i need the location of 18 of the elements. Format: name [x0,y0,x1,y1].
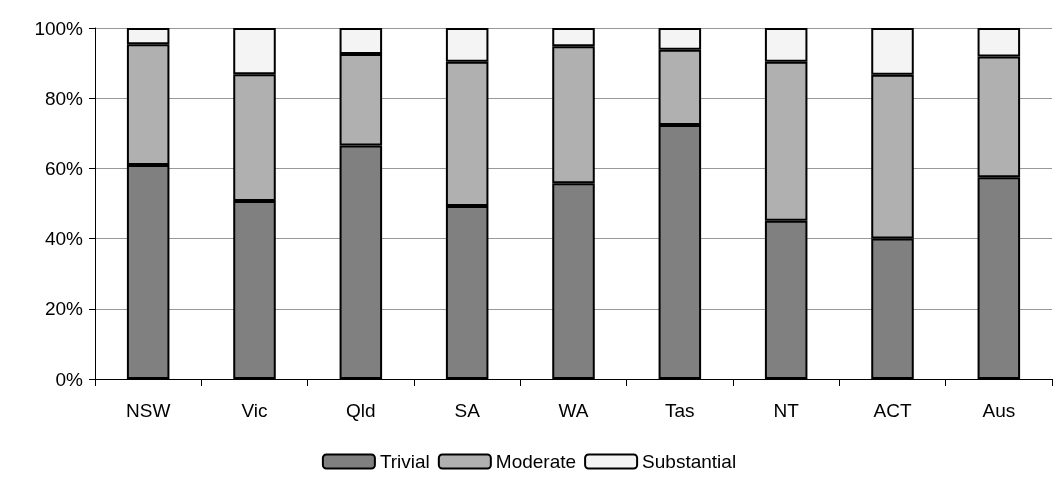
y-tick-label: 80% [44,87,84,109]
x-tick-label: ACT [873,400,912,421]
y-tick-label: 60% [44,157,84,179]
x-tick-label: SA [454,400,481,421]
x-tick-label: Vic [241,400,268,421]
legend-label: Substantial [642,451,737,472]
y-tick-label: 20% [44,298,84,320]
y-tick-label: 100% [34,17,84,39]
x-tick-label: NT [773,400,800,421]
x-tick-label: Tas [665,400,695,421]
y-tick-label: 0% [55,368,84,390]
x-tick-label: Qld [346,400,376,421]
y-tick-label: 40% [44,228,84,250]
x-tick-label: NSW [126,400,171,421]
legend-label: Trivial [379,451,430,472]
x-tick-label: WA [558,400,589,421]
x-tick-label: Aus [982,400,1016,421]
legend-label: Moderate [495,451,577,472]
